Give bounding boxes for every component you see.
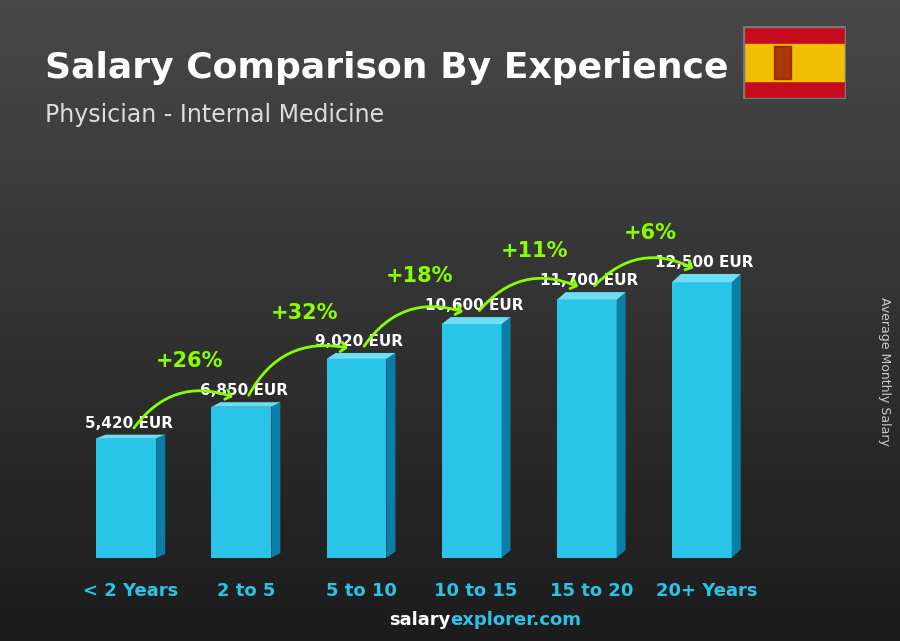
Polygon shape [732, 274, 741, 558]
Text: 10,600 EUR: 10,600 EUR [425, 298, 524, 313]
Text: 15 to 20: 15 to 20 [550, 582, 633, 600]
Polygon shape [386, 353, 395, 558]
Polygon shape [442, 317, 510, 324]
Text: Physician - Internal Medicine: Physician - Internal Medicine [45, 103, 384, 126]
Bar [773, 46, 791, 79]
Bar [557, 300, 617, 558]
Text: 5 to 10: 5 to 10 [326, 582, 396, 600]
Text: +26%: +26% [156, 351, 223, 371]
Text: +6%: +6% [624, 223, 677, 243]
Text: < 2 Years: < 2 Years [83, 582, 178, 600]
Polygon shape [327, 353, 395, 359]
Polygon shape [616, 292, 625, 558]
Bar [327, 359, 386, 558]
Text: 6,850 EUR: 6,850 EUR [200, 383, 288, 398]
Text: 20+ Years: 20+ Years [655, 582, 757, 600]
Text: explorer.com: explorer.com [450, 612, 581, 629]
Text: 2 to 5: 2 to 5 [217, 582, 275, 600]
Polygon shape [157, 435, 166, 558]
Polygon shape [212, 402, 280, 407]
Bar [442, 324, 501, 558]
Text: Average Monthly Salary: Average Monthly Salary [878, 297, 890, 446]
Text: salary: salary [389, 612, 450, 629]
Polygon shape [271, 402, 280, 558]
Polygon shape [557, 292, 626, 300]
Bar [212, 407, 271, 558]
Polygon shape [672, 274, 741, 282]
Text: 5,420 EUR: 5,420 EUR [85, 416, 173, 431]
Text: +18%: +18% [386, 267, 454, 287]
Polygon shape [96, 435, 166, 438]
Text: 9,020 EUR: 9,020 EUR [315, 334, 403, 349]
Text: +32%: +32% [271, 303, 338, 322]
Bar [96, 438, 157, 558]
Bar [742, 44, 846, 81]
Text: 11,700 EUR: 11,700 EUR [540, 273, 638, 288]
Text: +11%: +11% [501, 241, 569, 261]
Text: 12,500 EUR: 12,500 EUR [655, 255, 754, 270]
Text: 10 to 15: 10 to 15 [435, 582, 518, 600]
Polygon shape [501, 317, 510, 558]
Bar [672, 282, 732, 558]
Text: Salary Comparison By Experience: Salary Comparison By Experience [45, 51, 728, 85]
